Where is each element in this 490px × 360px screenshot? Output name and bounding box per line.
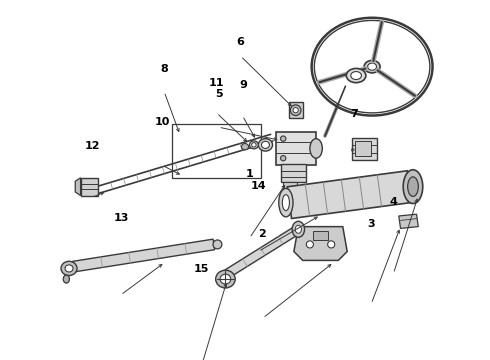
Ellipse shape [249, 141, 258, 149]
Polygon shape [289, 102, 303, 118]
Ellipse shape [328, 241, 335, 248]
Text: 3: 3 [368, 219, 375, 229]
Polygon shape [399, 214, 418, 228]
Ellipse shape [282, 195, 290, 211]
Text: 11: 11 [209, 78, 224, 88]
Ellipse shape [368, 63, 376, 70]
Ellipse shape [295, 225, 301, 233]
Polygon shape [281, 165, 306, 182]
Text: 13: 13 [113, 212, 128, 222]
Text: 10: 10 [154, 117, 170, 127]
Ellipse shape [242, 144, 248, 150]
Text: 7: 7 [350, 109, 358, 118]
Ellipse shape [61, 261, 77, 275]
Polygon shape [225, 225, 301, 278]
Text: 4: 4 [389, 197, 397, 207]
Text: 9: 9 [239, 80, 247, 90]
Text: 1: 1 [245, 169, 253, 179]
Polygon shape [314, 231, 328, 240]
Polygon shape [75, 178, 80, 195]
Polygon shape [294, 227, 347, 260]
Text: 8: 8 [161, 64, 168, 74]
Ellipse shape [63, 275, 70, 283]
Text: 6: 6 [237, 37, 245, 46]
Ellipse shape [292, 221, 305, 237]
Ellipse shape [314, 21, 430, 113]
Polygon shape [352, 138, 376, 160]
Polygon shape [80, 178, 98, 195]
Polygon shape [355, 141, 371, 157]
Polygon shape [283, 182, 297, 191]
Ellipse shape [65, 265, 73, 272]
Text: 14: 14 [250, 181, 266, 190]
Ellipse shape [213, 240, 222, 249]
Ellipse shape [351, 72, 362, 80]
Polygon shape [73, 239, 215, 272]
Polygon shape [276, 131, 316, 165]
Ellipse shape [346, 68, 366, 83]
Text: 12: 12 [85, 141, 100, 150]
Ellipse shape [216, 270, 235, 288]
Text: 5: 5 [215, 89, 222, 99]
Ellipse shape [281, 156, 286, 161]
Ellipse shape [262, 141, 270, 148]
Ellipse shape [364, 60, 380, 73]
Ellipse shape [258, 139, 272, 151]
Ellipse shape [408, 177, 418, 197]
Text: 2: 2 [259, 229, 266, 239]
Ellipse shape [281, 136, 286, 141]
Ellipse shape [220, 274, 231, 284]
Ellipse shape [403, 170, 423, 203]
Text: 15: 15 [194, 264, 209, 274]
Ellipse shape [291, 105, 301, 116]
Ellipse shape [252, 143, 256, 147]
Ellipse shape [306, 241, 314, 248]
Ellipse shape [310, 139, 322, 158]
Bar [172, 125, 261, 178]
Polygon shape [287, 171, 412, 219]
Ellipse shape [279, 188, 293, 217]
Ellipse shape [293, 108, 298, 113]
